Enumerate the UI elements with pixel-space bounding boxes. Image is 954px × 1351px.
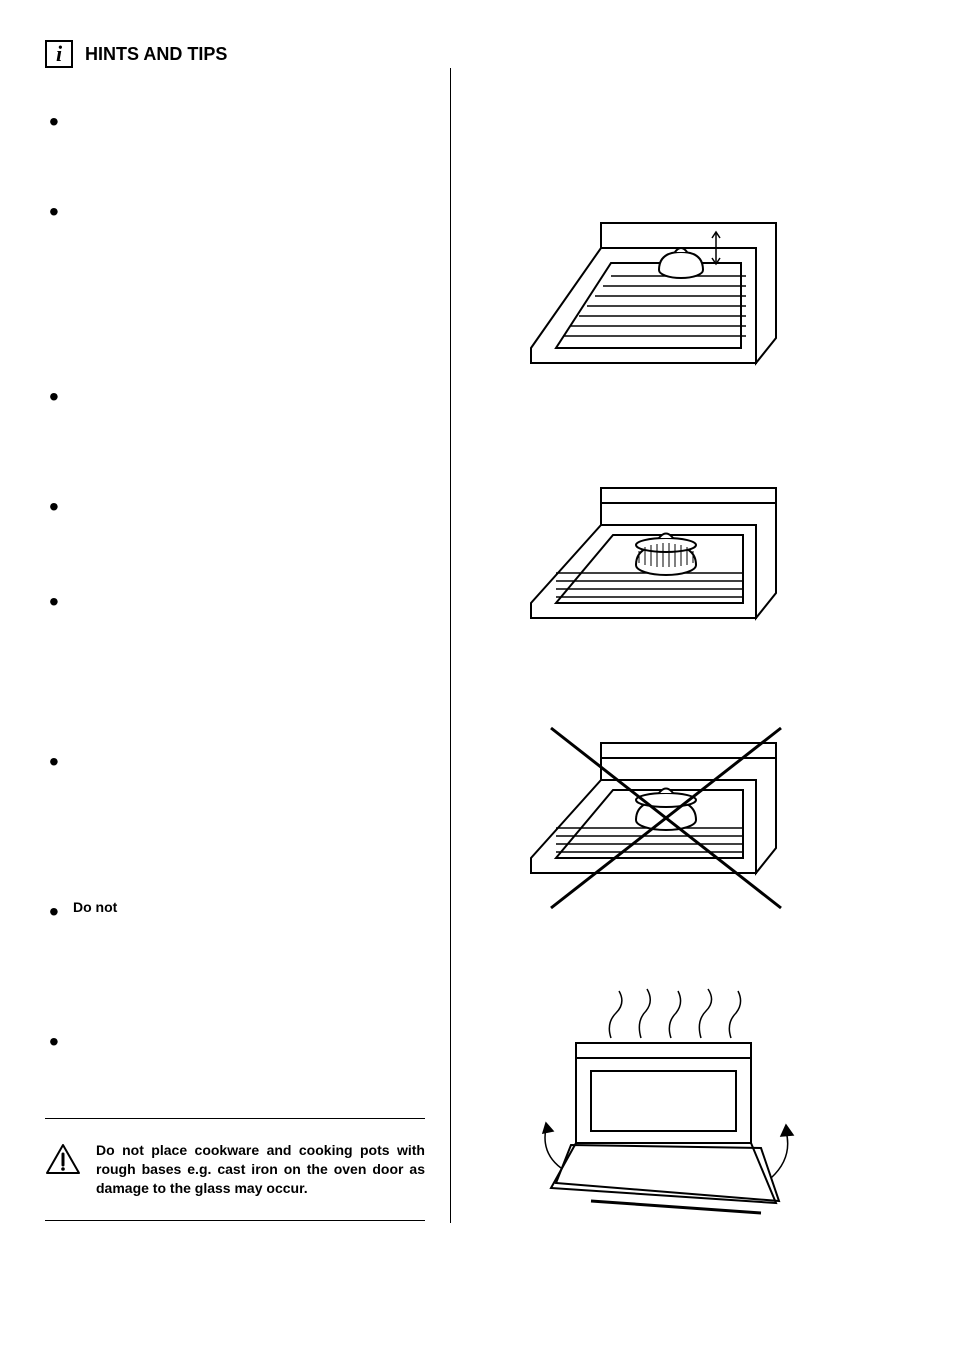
oven-diagram-pot-base xyxy=(521,473,801,653)
section-title: HINTS AND TIPS xyxy=(85,44,227,65)
oven-diagram-steam-door xyxy=(521,983,801,1223)
hint-item xyxy=(45,493,425,588)
hint-item xyxy=(45,383,425,493)
hint-item xyxy=(45,108,425,198)
hint-item xyxy=(45,748,425,898)
section-header: i HINTS AND TIPS xyxy=(45,40,909,68)
hint-item xyxy=(45,1028,425,1098)
warning-triangle-icon xyxy=(45,1143,81,1175)
hint-item xyxy=(45,588,425,748)
right-column xyxy=(451,108,909,1223)
left-column: Do not Do not place cookware and cooking… xyxy=(45,108,450,1223)
oven-diagram-rack-arrow xyxy=(521,208,801,408)
hint-item xyxy=(45,198,425,383)
warning-text: Do not place cookware and cooking pots w… xyxy=(96,1141,425,1198)
do-not-label: Do not xyxy=(73,899,117,915)
oven-diagram-incorrect-cross xyxy=(521,718,801,918)
warning-box: Do not place cookware and cooking pots w… xyxy=(45,1118,425,1221)
info-icon: i xyxy=(45,40,73,68)
content-columns: Do not Do not place cookware and cooking… xyxy=(45,108,909,1223)
hints-list: Do not xyxy=(45,108,425,1098)
hint-item: Do not xyxy=(45,898,425,1028)
